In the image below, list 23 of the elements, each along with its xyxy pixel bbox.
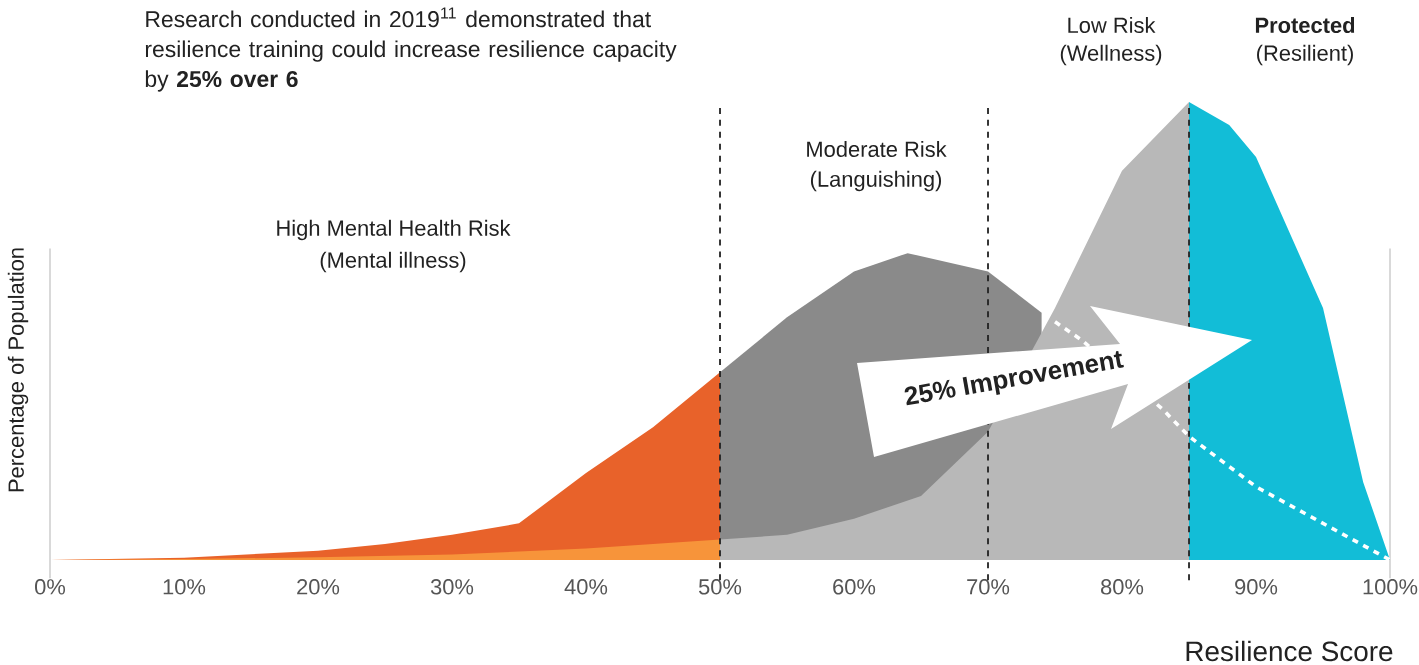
- x-tick-label: 90%: [1235, 579, 1278, 595]
- x-tick-label: 30%: [430, 579, 474, 595]
- x-tick-label: 10%: [163, 579, 206, 595]
- x-tick-label: 50%: [698, 579, 742, 595]
- x-tick-label: 80%: [1101, 579, 1144, 595]
- x-tick-label: 0%: [35, 579, 66, 595]
- text: (Wellness): [1060, 44, 1162, 66]
- annotation: 25% Improvement: [904, 350, 1124, 406]
- text: Protected: [1255, 16, 1355, 34]
- x-tick-label: 60%: [833, 579, 876, 595]
- x-tick-label: 40%: [564, 579, 608, 595]
- x-tick-label: 70%: [967, 579, 1010, 595]
- annotation: High Mental Health Risk: [277, 219, 511, 241]
- annotation: Moderate Risk: [807, 140, 947, 158]
- chart-title: Research conducted in 2019$^{11}$ demonstrated that resilience training could increase resilience capacity by 25% over 6: [145, 7, 677, 92]
- x-tick-label: 20%: [297, 579, 340, 595]
- x-axis-title: Resilience Score: [1186, 640, 1393, 662]
- x-tick-label: 100%: [1363, 579, 1418, 595]
- y-axis-title: Percentage of Population: [7, 248, 29, 492]
- text: (Resilient): [1257, 44, 1353, 66]
- text: Low Risk: [1068, 16, 1156, 34]
- annotation: (Languishing): [810, 170, 942, 192]
- annotation: (Mental illness): [320, 251, 466, 273]
